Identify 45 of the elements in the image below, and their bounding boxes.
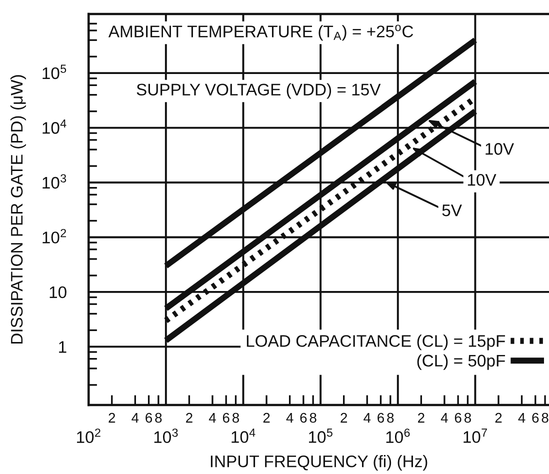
text: 8 <box>310 412 316 423</box>
text: 2 <box>108 412 116 423</box>
text: 6 <box>378 412 384 423</box>
x-tick-label: 10$^{2}$ <box>77 428 100 444</box>
y-tick-label: 10 <box>50 286 66 298</box>
annotation: SUPPLY VOLTAGE (VDD) = 15V <box>136 83 381 99</box>
y-tick-label: 10$^{2}$ <box>42 228 66 244</box>
text: 8 <box>155 412 162 423</box>
x-tick-label: 10$^{4}$ <box>232 428 256 443</box>
text: 6 <box>300 412 307 423</box>
text: 2 <box>340 412 348 423</box>
text: 4 <box>440 413 448 423</box>
text: 4 <box>132 413 139 423</box>
text: 4 <box>286 413 294 423</box>
annotation: 10V <box>468 174 496 186</box>
text: 2 <box>495 412 502 423</box>
annotation: AMBIENT TEMPERATURE (T$_{A}$) = +25$^{o}$C <box>108 24 414 41</box>
legend-label: LOAD CAPACITANCE (CL) = 15pF <box>246 334 505 350</box>
y-tick-label: 10$^{3}$ <box>42 174 66 189</box>
legend-label: (CL) = 50pF <box>417 354 506 370</box>
y-tick-label: 10$^{5}$ <box>42 64 66 80</box>
text: 6 <box>532 412 539 423</box>
text: 2 <box>263 412 270 423</box>
text: 8 <box>232 412 240 423</box>
y-tick-label: 10$^{4}$ <box>42 119 66 134</box>
text: 2 <box>186 412 192 423</box>
text: 4 <box>518 413 526 423</box>
text: 6 <box>222 412 230 423</box>
annotation: 5V <box>442 204 462 216</box>
x-tick-label: 10$^{7}$ <box>464 428 487 443</box>
y-tick-label: 1 <box>59 341 66 353</box>
text: 8 <box>542 412 548 423</box>
text: 8 <box>387 412 394 423</box>
text: 8 <box>464 412 471 423</box>
y-axis-title: DISSIPATION PER GATE (PD) (μW) <box>10 75 26 344</box>
x-tick-label: 10$^{3}$ <box>154 428 178 444</box>
text: 4 <box>208 413 216 423</box>
x-axis-title: INPUT FREQUENCY (fi) (Hz) <box>210 455 428 471</box>
annotation: 10V <box>486 143 514 155</box>
text: 6 <box>146 412 152 423</box>
x-tick-label: 10$^{5}$ <box>309 428 332 443</box>
text: 4 <box>364 413 371 423</box>
text: 6 <box>454 412 462 423</box>
text: 2 <box>418 412 424 423</box>
x-tick-label: 10$^{6}$ <box>386 428 410 444</box>
